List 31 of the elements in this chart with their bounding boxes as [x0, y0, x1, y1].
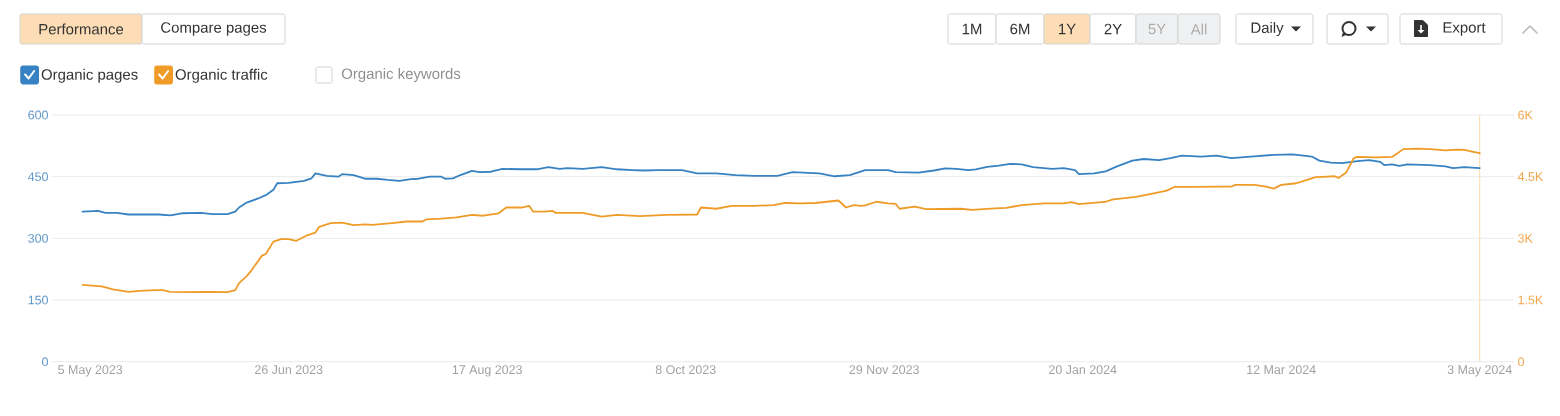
x-tick-label: 26 Jun 2023 — [255, 365, 323, 375]
text: Compare pages — [161, 22, 267, 36]
text: Organic keywords — [341, 68, 461, 82]
x-tick-label: 17 Aug 2023 — [452, 365, 522, 377]
text: 1Y — [1059, 23, 1076, 35]
y2-tick-label: 0 — [1518, 357, 1525, 367]
x-tick-label: 5 May 2023 — [58, 365, 123, 377]
y2-tick-label: 4.5K — [1517, 172, 1544, 182]
x-tick-label: 3 May 2024 — [1447, 365, 1512, 377]
x-tick-label: 20 Jan 2024 — [1049, 365, 1117, 375]
y2-tick-label: 1.5K — [1518, 295, 1544, 305]
x-tick-label: 29 Nov 2023 — [849, 365, 919, 375]
legend-label: Organic pages — [41, 68, 138, 83]
text: Daily — [1251, 22, 1284, 36]
legend-label: Organic traffic — [175, 68, 268, 83]
x-tick-label: 8 Oct 2023 — [655, 365, 716, 375]
text: Performance — [39, 23, 124, 35]
y2-tick-label: 6K — [1518, 110, 1533, 120]
text: All — [1190, 23, 1207, 35]
y2-tick-label: 3K — [1518, 233, 1533, 243]
y-tick-label: 300 — [28, 233, 48, 243]
y-tick-label: 600 — [28, 110, 48, 120]
y-tick-label: 150 — [28, 295, 48, 305]
y-tick-label: 450 — [27, 172, 48, 182]
text: 5Y — [1148, 23, 1166, 35]
x-tick-label: 12 Mar 2024 — [1247, 365, 1316, 375]
text: 2Y — [1104, 23, 1122, 35]
text: 6M — [1010, 23, 1030, 35]
text: 1M — [962, 23, 982, 35]
text: Export — [1443, 22, 1486, 36]
y-tick-label: 0 — [42, 357, 48, 367]
